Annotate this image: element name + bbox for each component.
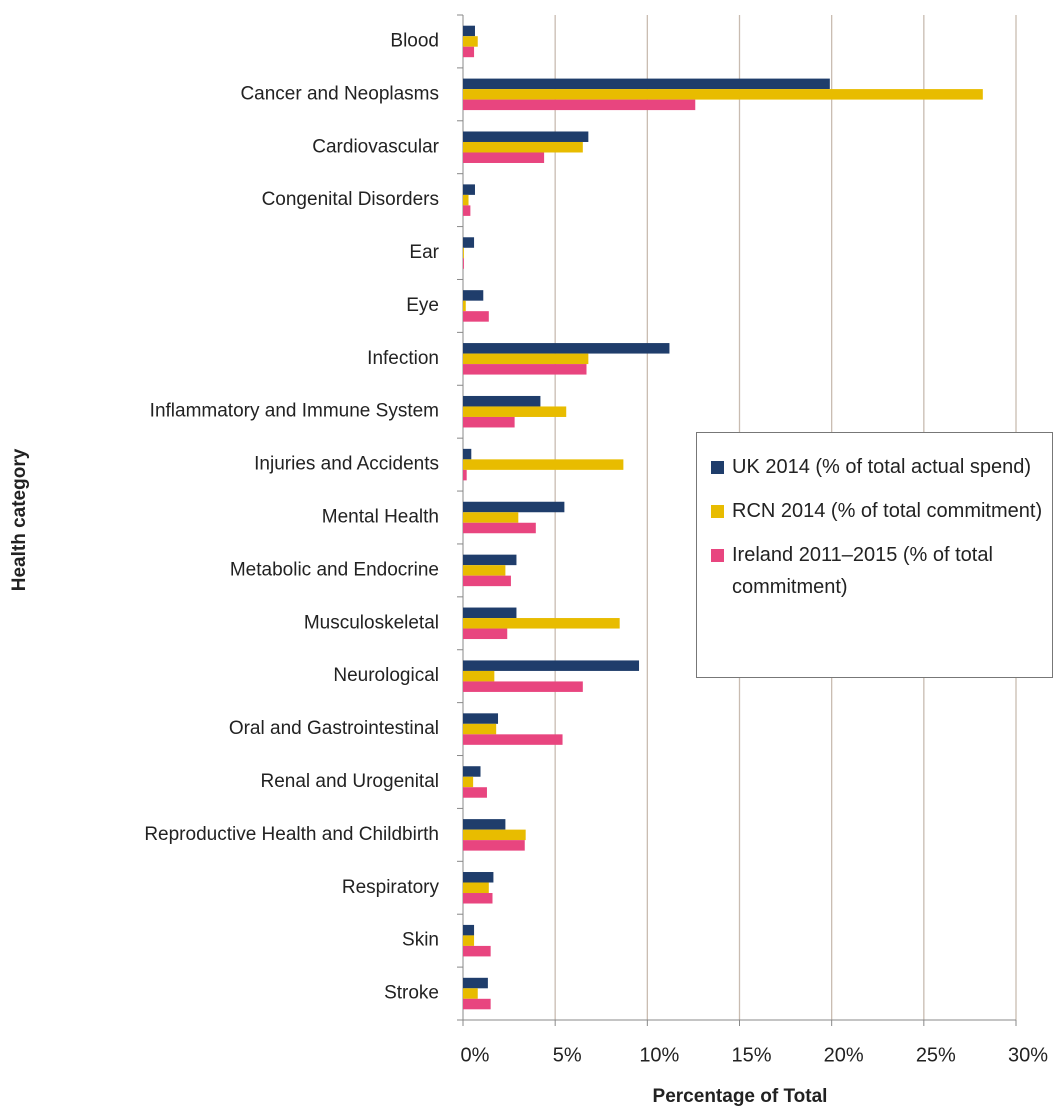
y-tick-label: Mental Health [322, 507, 439, 528]
bar [463, 501, 565, 513]
bar [463, 343, 670, 354]
bar [463, 829, 526, 841]
bar [463, 670, 495, 682]
y-tick-label: Cardiovascular [312, 136, 439, 157]
bar [463, 311, 489, 322]
bar [463, 364, 587, 375]
bar [463, 713, 499, 724]
y-tick-label: Oral and Gastrointestinal [229, 718, 439, 739]
bar [463, 406, 567, 417]
bar [463, 628, 508, 640]
bar [463, 152, 545, 163]
bar [463, 734, 563, 745]
bar [463, 893, 493, 904]
bar [463, 141, 583, 153]
bar [463, 819, 506, 830]
x-tick-label: 15% [731, 1044, 771, 1066]
bar [463, 660, 640, 671]
y-tick-label: Stroke [384, 983, 439, 1004]
legend-label: RCN 2014 (% of total commitment) [732, 500, 1043, 522]
bar [463, 723, 497, 735]
y-tick-label: Skin [402, 930, 439, 951]
bar [463, 935, 475, 946]
bar [463, 924, 475, 936]
legend-swatch [711, 505, 724, 518]
legend-swatch [711, 461, 724, 474]
y-tick-label: Eye [406, 295, 439, 316]
bar [463, 787, 487, 798]
bar [463, 78, 830, 90]
legend-entry: UK 2014 (% of total actual spend) [711, 451, 1044, 483]
bar [463, 99, 696, 111]
bar [463, 448, 472, 460]
bar [463, 237, 475, 248]
bar [463, 840, 525, 851]
y-tick-label: Metabolic and Endocrine [230, 559, 439, 580]
bar [463, 766, 481, 777]
bar [463, 300, 466, 312]
bar [463, 46, 475, 58]
bar [463, 290, 484, 301]
bar [463, 565, 506, 576]
bar [463, 247, 464, 259]
bar [463, 205, 471, 216]
y-tick-label: Congenital Disorders [262, 189, 439, 210]
bar [463, 977, 488, 989]
bar [463, 872, 494, 883]
x-tick-label: 25% [916, 1044, 956, 1066]
bar [463, 459, 624, 470]
y-tick-label: Infection [367, 348, 439, 369]
legend-label: UK 2014 (% of total actual spend) [732, 456, 1032, 478]
x-tick-label: 20% [824, 1044, 864, 1066]
x-tick-label: 0% [461, 1044, 490, 1066]
legend-swatch [711, 549, 724, 562]
legend-label: Ireland 2011–2015 (% of total commitment… [732, 544, 993, 598]
y-tick-label: Respiratory [342, 877, 440, 898]
bar [463, 25, 475, 37]
legend: UK 2014 (% of total actual spend) RCN 201… [696, 432, 1053, 678]
y-tick-label: Cancer and Neoplasms [240, 83, 439, 104]
bar [463, 776, 474, 788]
bar [463, 945, 491, 957]
bar [463, 395, 541, 407]
bar [463, 998, 491, 1010]
bar [463, 89, 983, 100]
y-tick-label: Reproductive Health and Childbirth [144, 824, 439, 845]
bar [463, 575, 511, 587]
y-tick-label: Musculoskeletal [304, 612, 439, 633]
bar [463, 607, 517, 619]
bar [463, 258, 464, 269]
y-tick-label: Ear [409, 242, 439, 263]
bar [463, 882, 489, 894]
x-tick-label: 5% [553, 1044, 582, 1066]
y-tick-label: Injuries and Accidents [254, 454, 439, 475]
x-tick-label: 30% [1008, 1044, 1048, 1066]
y-tick-label: Blood [390, 30, 439, 51]
bar [463, 554, 517, 566]
legend-entry: Ireland 2011–2015 (% of total commitment… [711, 539, 1044, 603]
bar [463, 469, 467, 481]
bar [463, 988, 478, 999]
legend-entry: RCN 2014 (% of total commitment) [711, 495, 1044, 527]
bar [463, 522, 536, 534]
y-tick-label: Inflammatory and Immune System [150, 401, 439, 422]
y-tick-label: Renal and Urogenital [260, 771, 439, 792]
bar [463, 194, 469, 206]
bar [463, 416, 515, 428]
bar [463, 512, 519, 523]
bar [463, 618, 620, 629]
bar [463, 131, 589, 142]
bar [463, 353, 589, 365]
x-axis-title: Percentage of Total [653, 1086, 828, 1107]
bar [463, 184, 475, 195]
bar [463, 681, 583, 692]
bar [463, 36, 478, 47]
y-tick-label: Neurological [333, 665, 439, 686]
y-axis-title: Health category [9, 448, 30, 591]
x-tick-label: 10% [639, 1044, 679, 1066]
